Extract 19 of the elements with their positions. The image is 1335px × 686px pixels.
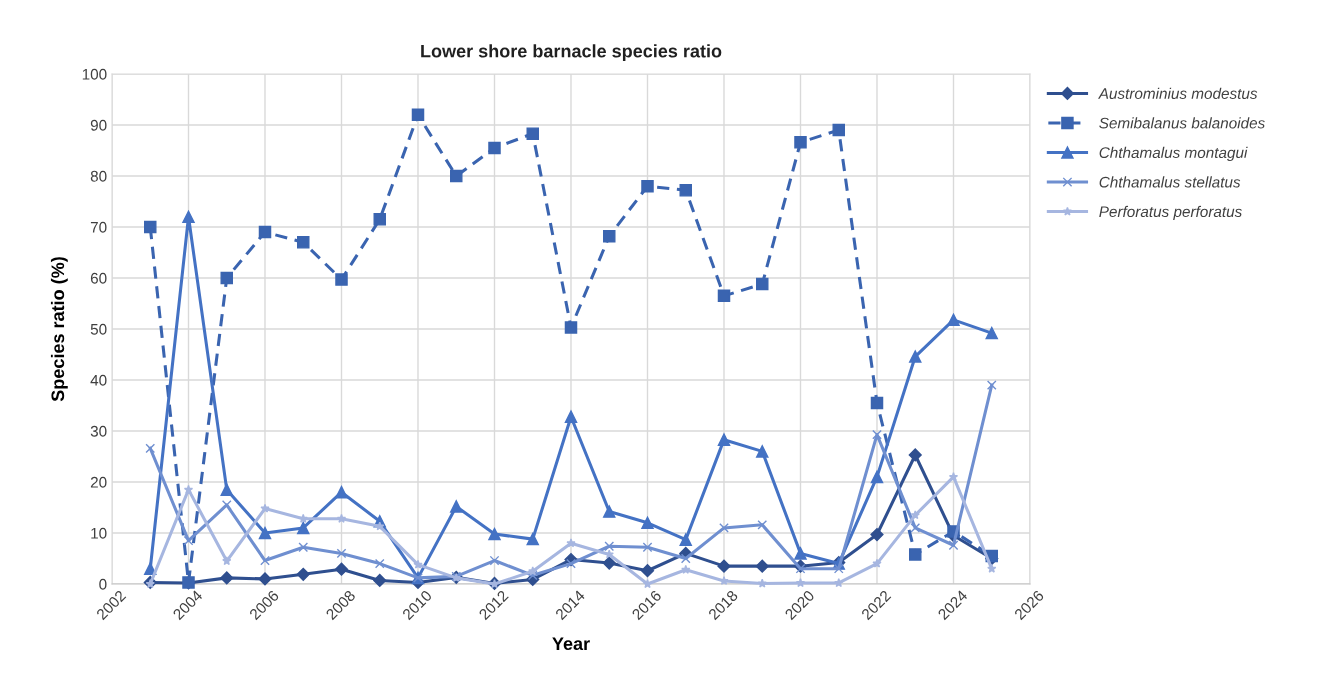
- legend-label: Chthamalus stellatus: [1099, 176, 1241, 188]
- y-tick-label: 40: [90, 374, 107, 386]
- y-tick-label: 20: [90, 476, 107, 488]
- legend-label: Semibalanus balanoides: [1099, 117, 1265, 129]
- y-tick-label: 10: [91, 527, 107, 539]
- y-tick-label: 30: [90, 425, 107, 437]
- y-axis-title: Species ratio (%): [50, 257, 68, 402]
- x-axis-title: Year: [552, 637, 590, 651]
- y-tick-label: 70: [90, 221, 107, 233]
- y-tick-label: 100: [82, 68, 107, 80]
- legend-label: Chthamalus montagui: [1099, 146, 1248, 162]
- y-tick-label: 80: [90, 170, 107, 182]
- chart-title: Lower shore barnacle species ratio: [421, 44, 722, 62]
- y-tick-label: 50: [90, 323, 107, 335]
- legend-label: Austrominius modestus: [1098, 87, 1258, 99]
- y-tick-label: 0: [99, 578, 107, 590]
- y-tick-label: 90: [90, 119, 107, 131]
- legend-label: Perforatus perforatus: [1099, 205, 1242, 221]
- y-tick-label: 60: [90, 272, 107, 284]
